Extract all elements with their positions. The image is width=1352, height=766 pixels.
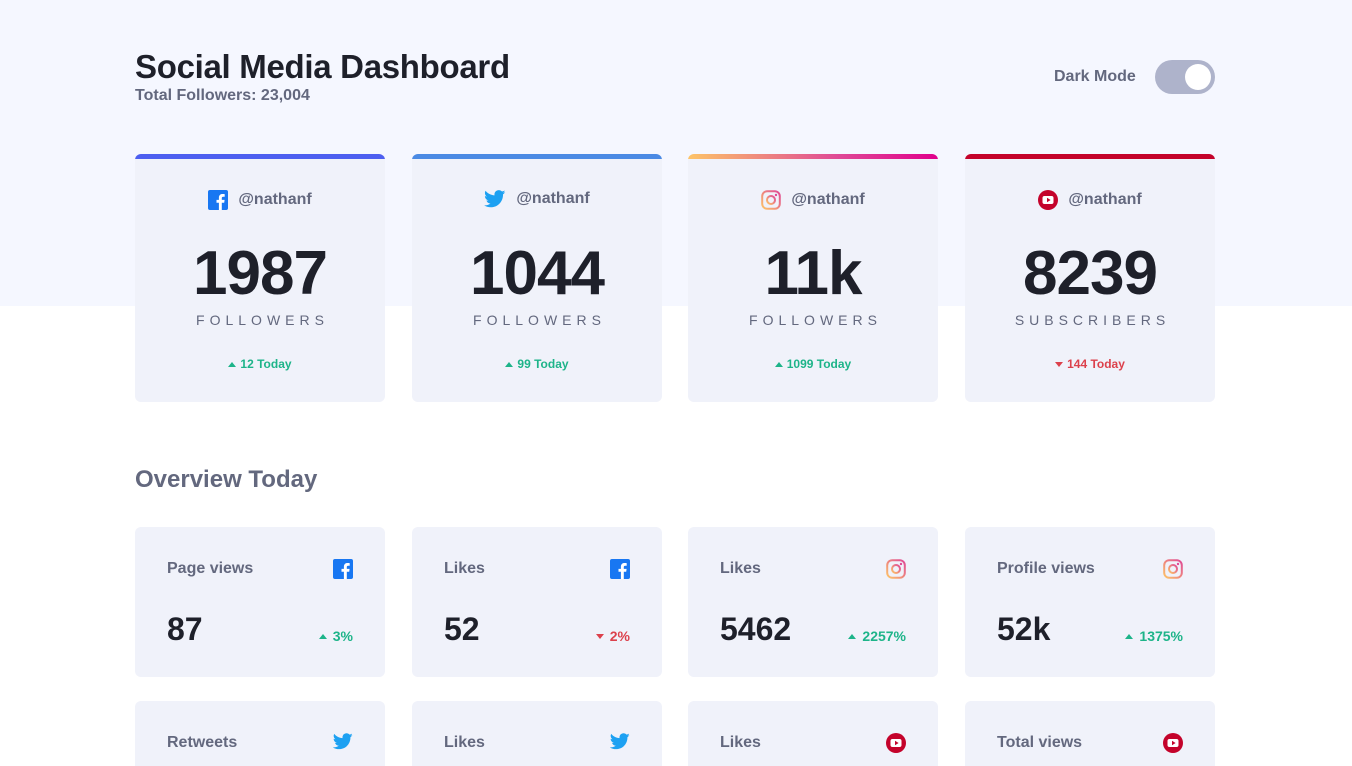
metric-value: 52k [997, 611, 1051, 647]
instagram-icon [886, 559, 906, 579]
dark-mode-toggle[interactable] [1155, 60, 1215, 94]
facebook-icon [333, 559, 353, 579]
facebook-delta-text: 12 Today [240, 357, 292, 371]
down-arrow-icon [1055, 361, 1064, 367]
metric-value: 87 [167, 611, 203, 647]
overview-card-youtube-likes[interactable]: Likes [688, 701, 938, 766]
up-arrow-icon [774, 361, 783, 367]
instagram-icon [1163, 559, 1183, 579]
metric-change-text: 2% [609, 628, 630, 644]
up-arrow-icon [505, 361, 514, 367]
dark-mode-label: Dark Mode [1054, 68, 1136, 85]
down-arrow-icon [595, 633, 604, 639]
instagram-follower-count: 11k [764, 239, 862, 308]
twitter-follower-count: 1044 [470, 239, 605, 308]
facebook-followers-card[interactable]: @nathanf 1987 FOLLOWERS 12 Today [135, 154, 385, 402]
facebook-top-bar [135, 154, 385, 159]
twitter-icon [484, 190, 506, 208]
youtube-top-bar [965, 154, 1215, 159]
twitter-top-bar [412, 154, 662, 159]
youtube-icon [1163, 733, 1183, 753]
youtube-subscribers-card[interactable]: @nathanf 8239 SUBSCRIBERS 144 Today [965, 154, 1215, 402]
overview-card-instagram-profile-views[interactable]: Profile views 52k 1375% [965, 527, 1215, 677]
youtube-delta-text: 144 Today [1067, 357, 1125, 371]
youtube-subscriber-count: 8239 [1023, 239, 1158, 308]
toggle-knob[interactable] [1185, 64, 1211, 90]
instagram-handle[interactable]: @nathanf [791, 191, 865, 208]
instagram-icon [761, 190, 782, 210]
youtube-handle[interactable]: @nathanf [1068, 191, 1142, 208]
overview-card-instagram-likes[interactable]: Likes 5462 2257% [688, 527, 938, 677]
metric-change-text: 3% [332, 628, 353, 644]
metric-label: Likes [444, 734, 485, 751]
youtube-daily-change: 144 Today [965, 357, 1215, 371]
follower-cards: @nathanf 1987 FOLLOWERS 12 Today @nathan… [135, 154, 1215, 402]
facebook-icon [610, 559, 630, 579]
total-followers: Total Followers: 23,004 [135, 87, 310, 104]
facebook-follower-count: 1987 [193, 239, 328, 308]
twitter-handle[interactable]: @nathanf [516, 190, 590, 207]
instagram-delta-text: 1099 Today [786, 357, 852, 371]
twitter-daily-change: 99 Today [412, 357, 662, 371]
overview-card-youtube-total-views[interactable]: Total views [965, 701, 1215, 766]
overview-card-facebook-page-views[interactable]: Page views 87 3% [135, 527, 385, 677]
youtube-unit-label: SUBSCRIBERS [1014, 312, 1171, 328]
facebook-daily-change: 12 Today [135, 357, 385, 371]
youtube-icon [886, 733, 906, 753]
overview-card-twitter-likes[interactable]: Likes [412, 701, 662, 766]
metric-change: 2257% [848, 628, 906, 644]
overview-card-facebook-likes[interactable]: Likes 52 2% [412, 527, 662, 677]
facebook-handle[interactable]: @nathanf [238, 191, 312, 208]
twitter-delta-text: 99 Today [517, 357, 569, 371]
metric-label: Page views [167, 560, 254, 577]
metric-change: 2% [595, 628, 630, 644]
metric-change-text: 2257% [862, 628, 906, 644]
twitter-icon [333, 733, 353, 750]
up-arrow-icon [228, 361, 237, 367]
metric-label: Likes [444, 560, 485, 577]
metric-label: Retweets [167, 734, 238, 751]
metric-label: Total views [997, 734, 1083, 751]
twitter-icon [610, 733, 630, 750]
instagram-top-bar [688, 154, 938, 159]
facebook-icon [208, 190, 229, 210]
metric-label: Profile views [997, 560, 1095, 577]
overview-title: Overview Today [135, 466, 318, 493]
instagram-daily-change: 1099 Today [688, 357, 938, 371]
up-arrow-icon [848, 633, 857, 639]
twitter-unit-label: FOLLOWERS [473, 312, 606, 328]
metric-change-text: 1375% [1139, 628, 1183, 644]
metric-label: Likes [720, 560, 761, 577]
page-title: Social Media Dashboard [135, 48, 510, 85]
metric-change: 1375% [1125, 628, 1183, 644]
metric-value: 5462 [720, 611, 792, 647]
metric-change: 3% [318, 628, 353, 644]
youtube-icon [1038, 190, 1059, 210]
instagram-followers-card[interactable]: @nathanf 11k FOLLOWERS 1099 Today [688, 154, 938, 402]
twitter-followers-card[interactable]: @nathanf 1044 FOLLOWERS 99 Today [412, 154, 662, 402]
instagram-unit-label: FOLLOWERS [749, 312, 882, 328]
overview-card-twitter-retweets[interactable]: Retweets [135, 701, 385, 766]
facebook-unit-label: FOLLOWERS [196, 312, 329, 328]
up-arrow-icon [318, 633, 327, 639]
metric-value: 52 [444, 611, 480, 647]
up-arrow-icon [1125, 633, 1134, 639]
metric-label: Likes [720, 734, 761, 751]
